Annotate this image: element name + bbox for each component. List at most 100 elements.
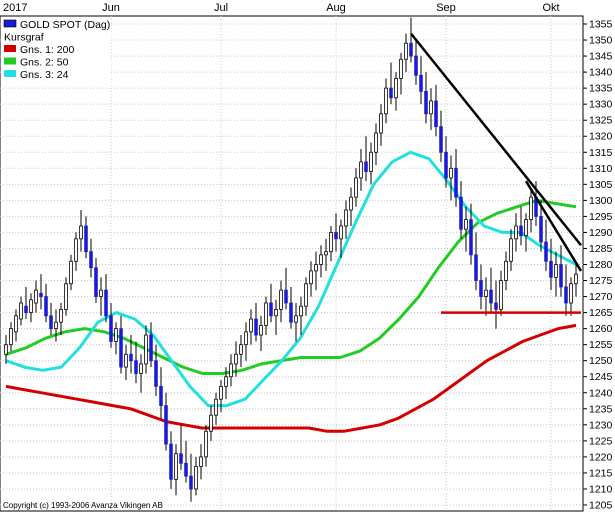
- candle: [549, 238, 553, 291]
- candle-body: [369, 151, 373, 172]
- candle-body: [159, 385, 163, 406]
- candle-body: [449, 167, 453, 179]
- candle-body: [314, 264, 318, 272]
- candle-body: [9, 328, 13, 346]
- candle-body: [539, 215, 543, 243]
- candle-body: [84, 225, 88, 253]
- moving-average-lines: [5, 150, 577, 433]
- candle-body: [569, 283, 573, 304]
- candle-body: [554, 264, 558, 278]
- candle: [169, 431, 173, 489]
- y-tick-label: 1315: [589, 147, 613, 159]
- y-tick-label: 1260: [589, 323, 613, 335]
- y-tick-label: 1330: [589, 99, 613, 111]
- candle-body: [69, 260, 73, 285]
- candle: [324, 238, 328, 271]
- candle-body: [479, 280, 483, 297]
- month-label: 2017: [3, 2, 27, 14]
- candle: [544, 219, 548, 271]
- candle: [249, 309, 253, 345]
- candle-body: [344, 209, 348, 227]
- candle-body: [379, 113, 383, 134]
- candle: [189, 453, 193, 502]
- candle-body: [499, 280, 503, 310]
- candle: [124, 344, 128, 380]
- candle-body: [279, 289, 283, 310]
- candle-body: [334, 232, 338, 240]
- candle-body: [509, 238, 513, 262]
- candle: [409, 17, 413, 63]
- candle-body: [419, 74, 423, 92]
- candle: [384, 78, 388, 124]
- candle-body: [14, 315, 18, 333]
- candle: [54, 309, 58, 342]
- legend-label: GOLD SPOT (Dag): [20, 19, 110, 31]
- candle: [269, 283, 273, 323]
- legend-box: [1, 17, 111, 83]
- y-tick-label: 1290: [589, 227, 613, 239]
- candle-body: [184, 462, 188, 477]
- candle: [4, 335, 8, 364]
- candle-body: [399, 58, 403, 79]
- candle-body: [299, 305, 303, 317]
- candle: [69, 254, 73, 291]
- y-tick-label: 1325: [589, 115, 613, 127]
- candle-body: [439, 126, 443, 153]
- y-tick-label: 1320: [589, 131, 613, 143]
- candle: [94, 258, 98, 303]
- y-tick-label: 1250: [589, 355, 613, 367]
- candle: [134, 341, 138, 384]
- y-tick-label: 1265: [589, 307, 613, 319]
- y-tick-label: 1235: [589, 403, 613, 415]
- candle: [439, 110, 443, 162]
- legend-label: Gns. 3: 24: [20, 69, 69, 81]
- y-tick-label: 1355: [589, 19, 613, 31]
- candle-body: [189, 475, 193, 490]
- candle-body: [114, 328, 118, 342]
- candle-body: [339, 225, 343, 240]
- candle-body: [134, 360, 138, 374]
- candle: [284, 267, 288, 310]
- candle-body: [244, 331, 248, 346]
- candle-body: [99, 289, 103, 297]
- candle: [339, 219, 343, 259]
- candle-body: [464, 219, 468, 230]
- candle: [204, 424, 208, 467]
- candle: [254, 302, 258, 342]
- candle: [414, 40, 418, 85]
- y-tick-label: 1240: [589, 387, 613, 399]
- candle: [569, 277, 573, 316]
- candle-body: [49, 315, 53, 330]
- candle-body: [514, 225, 518, 240]
- candle: [389, 62, 393, 105]
- trendline: [410, 32, 582, 247]
- candle: [74, 232, 78, 271]
- candle: [514, 213, 518, 252]
- candle-body: [304, 283, 308, 307]
- candle: [419, 56, 423, 105]
- candle-body: [259, 325, 263, 336]
- candle-body: [564, 286, 568, 304]
- candle: [244, 322, 248, 361]
- candle-body: [519, 225, 523, 237]
- candle-body: [469, 219, 473, 256]
- candle: [429, 88, 433, 130]
- candle: [489, 267, 493, 313]
- y-tick-label: 1205: [589, 500, 613, 512]
- candle: [319, 245, 323, 278]
- candle-body: [459, 196, 463, 230]
- month-labels: 2017 Jun Jul Aug Sep Okt: [3, 2, 560, 14]
- candle-body: [354, 177, 358, 198]
- candle-body: [484, 289, 488, 297]
- candle-body: [234, 353, 238, 365]
- candle-body: [264, 302, 268, 326]
- candle-body: [254, 318, 258, 336]
- candle: [484, 277, 488, 316]
- candle: [29, 293, 33, 323]
- candle-body: [524, 219, 528, 237]
- candle: [179, 424, 183, 470]
- trendlines: [410, 32, 583, 314]
- candle-body: [214, 398, 218, 416]
- y-tick-label: 1335: [589, 83, 613, 95]
- candle: [504, 251, 508, 291]
